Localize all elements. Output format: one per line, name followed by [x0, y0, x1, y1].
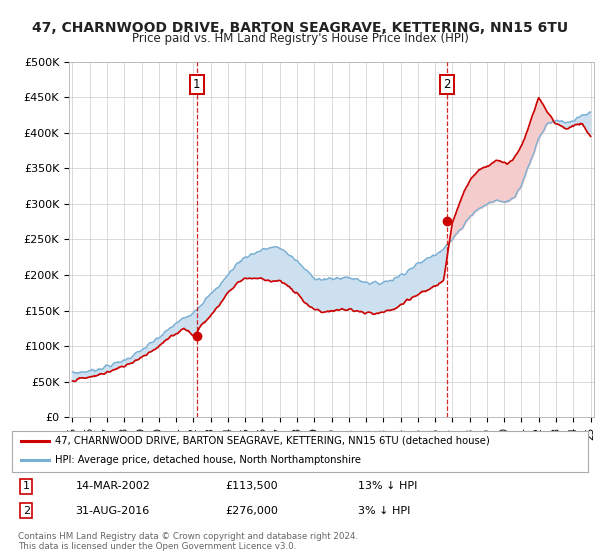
Text: 47, CHARNWOOD DRIVE, BARTON SEAGRAVE, KETTERING, NN15 6TU (detached house): 47, CHARNWOOD DRIVE, BARTON SEAGRAVE, KE… [55, 436, 490, 446]
Text: 2: 2 [443, 78, 451, 91]
Text: Contains HM Land Registry data © Crown copyright and database right 2024.
This d: Contains HM Land Registry data © Crown c… [18, 532, 358, 552]
Text: 2: 2 [23, 506, 30, 516]
Text: 31-AUG-2016: 31-AUG-2016 [76, 506, 149, 516]
Text: 14-MAR-2002: 14-MAR-2002 [76, 481, 150, 491]
Text: £113,500: £113,500 [225, 481, 278, 491]
Text: 1: 1 [193, 78, 200, 91]
Text: 3% ↓ HPI: 3% ↓ HPI [358, 506, 410, 516]
Text: 47, CHARNWOOD DRIVE, BARTON SEAGRAVE, KETTERING, NN15 6TU: 47, CHARNWOOD DRIVE, BARTON SEAGRAVE, KE… [32, 21, 568, 35]
Text: 1: 1 [23, 481, 30, 491]
Text: 13% ↓ HPI: 13% ↓ HPI [358, 481, 417, 491]
Text: Price paid vs. HM Land Registry's House Price Index (HPI): Price paid vs. HM Land Registry's House … [131, 32, 469, 45]
Text: HPI: Average price, detached house, North Northamptonshire: HPI: Average price, detached house, Nort… [55, 455, 361, 465]
Text: £276,000: £276,000 [225, 506, 278, 516]
